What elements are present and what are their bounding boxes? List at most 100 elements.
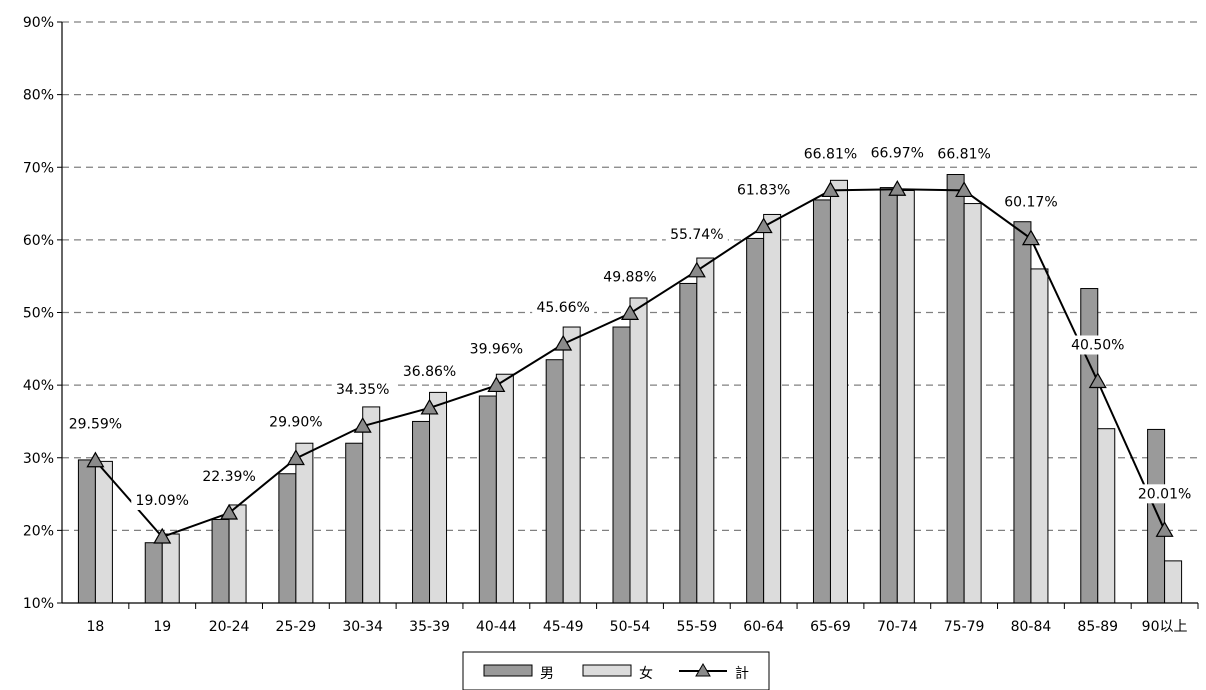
- total-marker: [1088, 372, 1107, 389]
- data-label-bg: [866, 143, 929, 163]
- data-label-bg: [465, 339, 528, 359]
- bar-female: [896, 189, 915, 604]
- data-label-bg: [933, 144, 996, 164]
- y-tick-label: 10%: [23, 596, 54, 612]
- legend-label-female: 女: [639, 665, 653, 682]
- data-label: 45.66%: [536, 300, 589, 316]
- bar-female: [295, 442, 314, 604]
- bar-male: [345, 442, 364, 604]
- bar-female: [963, 203, 982, 604]
- total-marker: [888, 180, 907, 196]
- data-label: 66.81%: [937, 146, 990, 162]
- total-marker: [420, 398, 439, 415]
- bar-male: [412, 420, 431, 604]
- x-tick-label: 18: [86, 619, 104, 635]
- bars: [77, 174, 1183, 604]
- x-tick-label: 65-69: [810, 619, 851, 635]
- x-tick-label: 80-84: [1011, 619, 1052, 635]
- total-marker: [554, 334, 573, 351]
- x-tick-label: 25-29: [276, 619, 317, 635]
- x-tick-labels: 18 19 20-24 25-29 30-34 35-39 40-44 45-49 50-54 5…: [86, 619, 1187, 635]
- data-label: 36.86%: [403, 364, 456, 380]
- y-tick-label: 50%: [23, 306, 54, 322]
- x-tick-label: 20-24: [209, 619, 250, 635]
- bar-male: [1013, 221, 1032, 604]
- bar-female: [161, 533, 180, 604]
- bar-female: [696, 257, 715, 604]
- x-tick-label: 30-34: [342, 619, 383, 635]
- x-tick-label: 75-79: [944, 619, 985, 635]
- data-label-bg: [999, 192, 1062, 212]
- total-marker: [153, 527, 172, 544]
- legend-label-total: 計: [735, 666, 749, 682]
- data-label-bg: [732, 180, 795, 200]
- x-tick-label: 70-74: [877, 619, 918, 635]
- bar-female: [629, 297, 648, 604]
- data-label-bg: [264, 412, 327, 432]
- bar-male: [679, 282, 698, 604]
- data-label-bg: [331, 380, 394, 400]
- bar-female: [1164, 560, 1183, 604]
- data-label-bg: [532, 298, 595, 318]
- x-tick-label: 90以上: [1142, 619, 1188, 635]
- axes: [57, 21, 1199, 609]
- bar-female: [495, 373, 514, 604]
- data-label-bg: [799, 144, 862, 164]
- bar-female: [362, 406, 381, 604]
- data-label: 29.59%: [69, 417, 122, 433]
- data-label: 39.96%: [470, 341, 523, 357]
- data-label-bg: [1066, 335, 1129, 355]
- total-marker: [754, 217, 773, 234]
- total-marker: [955, 181, 974, 198]
- legend-swatch-female: [582, 664, 632, 677]
- y-tick-label: 90%: [23, 15, 54, 31]
- bar-male: [812, 199, 831, 604]
- total-marker: [620, 304, 640, 320]
- data-label-bg: [398, 361, 461, 381]
- bar-male: [879, 187, 898, 604]
- x-tick-label: 40-44: [476, 619, 517, 635]
- x-tick-label: 50-54: [610, 619, 651, 635]
- data-label: 55.74%: [670, 227, 723, 243]
- data-label-bg: [599, 267, 661, 287]
- bar-male: [746, 237, 765, 604]
- total-marker: [687, 261, 706, 278]
- bar-male: [1147, 428, 1166, 604]
- data-label: 19.09%: [136, 493, 189, 509]
- y-tick-label: 60%: [23, 233, 54, 249]
- data-label-bg: [64, 414, 127, 434]
- bar-male: [278, 473, 297, 604]
- data-label: 61.83%: [737, 183, 790, 199]
- bar-female: [1097, 428, 1116, 604]
- bar-male: [478, 395, 497, 604]
- total-marker: [1021, 229, 1040, 246]
- y-tick-label: 30%: [23, 451, 54, 467]
- bar-female: [1030, 268, 1049, 604]
- total-line: [86, 180, 1174, 544]
- bar-female: [429, 391, 448, 604]
- bar-female: [829, 179, 848, 604]
- data-label: 60.17%: [1004, 195, 1057, 211]
- data-label-bg: [131, 490, 194, 510]
- x-tick-label: 19: [153, 619, 171, 635]
- x-tick-label: 85-89: [1077, 619, 1118, 635]
- total-marker: [353, 416, 372, 433]
- x-tick-label: 55-59: [676, 619, 717, 635]
- total-marker: [1155, 521, 1174, 537]
- bar-male: [612, 326, 631, 604]
- x-tick-label: 45-49: [543, 619, 584, 635]
- bar-male: [946, 174, 965, 604]
- bar-male: [144, 542, 163, 604]
- bar-male: [211, 518, 230, 604]
- total-marker: [821, 181, 840, 198]
- x-tick-label: 35-39: [409, 619, 450, 635]
- data-label-bg: [198, 467, 261, 487]
- data-label: 49.88%: [603, 269, 656, 285]
- data-label: 20.01%: [1138, 486, 1191, 502]
- data-label: 34.35%: [336, 382, 389, 398]
- legend: 男女計: [462, 651, 770, 690]
- total-marker: [86, 451, 105, 468]
- bar-female: [562, 326, 581, 604]
- data-label: 22.39%: [202, 469, 255, 485]
